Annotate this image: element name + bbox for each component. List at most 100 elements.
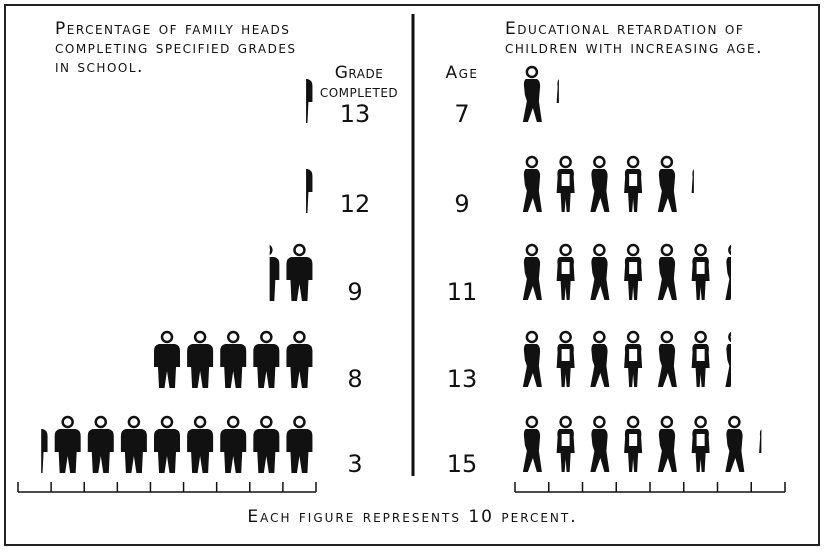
figure xyxy=(187,332,213,388)
figure xyxy=(624,332,642,387)
figure-body xyxy=(658,429,677,472)
figure xyxy=(590,157,609,212)
figure-head xyxy=(628,157,638,167)
figure-clip xyxy=(692,417,710,472)
category-label: 3 xyxy=(347,450,362,478)
figure-head xyxy=(763,417,773,427)
figure-row xyxy=(523,157,710,212)
figure xyxy=(557,67,575,122)
figure-head xyxy=(594,157,604,167)
figure-head xyxy=(63,417,73,427)
figure-head xyxy=(195,417,205,427)
figure-head xyxy=(261,332,271,342)
figure xyxy=(220,332,246,388)
figure-body xyxy=(725,344,744,387)
figure-body xyxy=(253,429,279,473)
figure-body xyxy=(725,257,744,300)
figure-head xyxy=(561,157,571,167)
figure-head xyxy=(527,157,537,167)
figure-clip xyxy=(88,417,114,473)
figure xyxy=(725,417,744,472)
figure-row xyxy=(523,417,777,472)
figure-clip xyxy=(557,332,575,387)
figure-clip xyxy=(187,417,213,473)
figure xyxy=(590,245,609,300)
figure xyxy=(523,417,542,472)
figure-head xyxy=(662,332,672,342)
figure xyxy=(286,332,312,388)
figure-body xyxy=(253,257,279,301)
figure-body xyxy=(557,79,575,122)
figure-head xyxy=(294,157,304,167)
figure-body xyxy=(286,344,312,388)
figure-clip xyxy=(624,332,642,387)
figure-row xyxy=(523,67,575,122)
figure-clip xyxy=(557,245,575,300)
figure xyxy=(624,157,642,212)
category-label: 15 xyxy=(447,450,478,478)
figure-clip xyxy=(187,332,213,388)
figure xyxy=(692,332,710,387)
figure-clip xyxy=(286,417,312,473)
figure xyxy=(557,332,575,387)
figure xyxy=(557,417,575,472)
figure-clip xyxy=(590,332,609,387)
figure-head xyxy=(527,332,537,342)
figure-body xyxy=(658,169,677,212)
figure-head xyxy=(261,245,271,255)
figure-head xyxy=(96,417,106,427)
age-axis-label: Age xyxy=(430,64,494,83)
figure-body xyxy=(590,169,609,212)
figure-clip xyxy=(523,67,542,122)
figure-row xyxy=(523,332,745,387)
figure xyxy=(88,417,114,473)
figure-clip xyxy=(658,417,677,472)
figure xyxy=(624,245,642,300)
figure-clip xyxy=(624,417,642,472)
figure-head xyxy=(228,332,238,342)
figure-body xyxy=(55,429,81,473)
figure-head xyxy=(561,332,571,342)
figure-clip xyxy=(658,332,677,387)
figure-head xyxy=(696,245,706,255)
footnote: Each figure represents 10 percent. xyxy=(0,508,825,527)
figure xyxy=(658,157,677,212)
figure-body xyxy=(253,344,279,388)
figure-head xyxy=(294,332,304,342)
figure-head xyxy=(628,417,638,427)
figure-row xyxy=(154,332,312,388)
figure xyxy=(725,245,744,300)
figure-row xyxy=(253,245,312,301)
figure xyxy=(658,417,677,472)
figure xyxy=(523,67,542,122)
figure-head xyxy=(628,332,638,342)
figure-clip xyxy=(557,67,575,122)
figure-clip xyxy=(523,245,542,300)
figure xyxy=(154,417,180,473)
figure-body xyxy=(725,429,744,472)
figure-body xyxy=(286,257,312,301)
figure xyxy=(286,245,312,301)
figure-head xyxy=(594,245,604,255)
figure-body xyxy=(590,344,609,387)
figure-clip xyxy=(759,417,777,472)
figure-body xyxy=(220,429,246,473)
figure-clip xyxy=(154,332,180,388)
figure-clip xyxy=(692,157,710,212)
figure-body xyxy=(88,429,114,473)
figure-body xyxy=(523,79,542,122)
figure-head xyxy=(294,417,304,427)
figure-head xyxy=(729,332,739,342)
figure-body xyxy=(557,429,575,472)
category-label: 13 xyxy=(340,100,371,128)
category-label: 9 xyxy=(454,190,469,218)
left-title: Percentage of family heads completing sp… xyxy=(55,20,315,77)
figure-clip xyxy=(692,245,710,300)
figure-clip xyxy=(725,332,744,387)
page: 131298379111315 Percentage of family hea… xyxy=(0,0,825,560)
figure xyxy=(590,417,609,472)
figure-head xyxy=(662,157,672,167)
figure-head xyxy=(628,245,638,255)
figure-body xyxy=(557,257,575,300)
figure-body xyxy=(523,257,542,300)
